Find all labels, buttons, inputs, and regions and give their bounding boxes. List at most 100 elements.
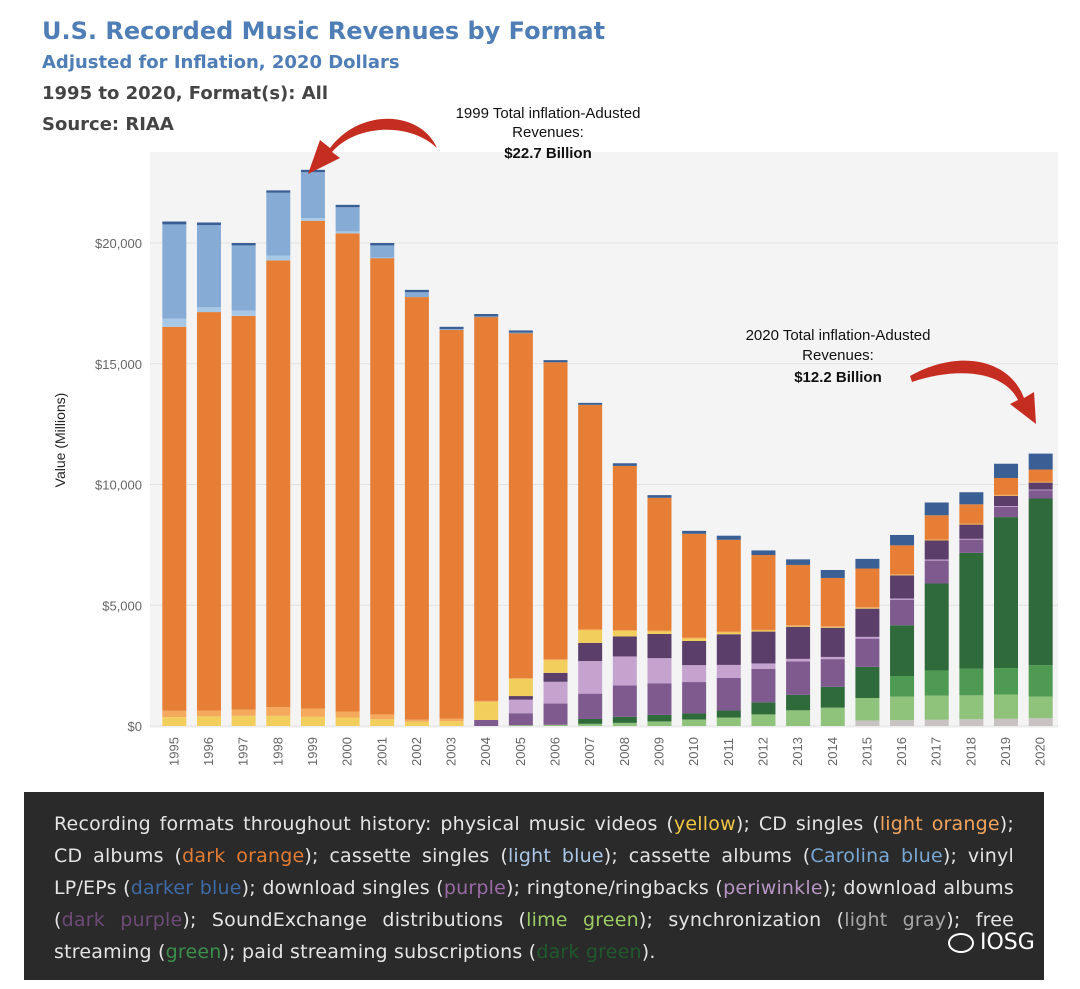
legend-text-6: ); vinyl LP/EPs (	[54, 845, 1014, 899]
bar-2013	[786, 559, 811, 726]
bar-segment-vinyl-lp-eps-2018	[959, 492, 984, 505]
annotation-1999: 1999 Total inflation-Adusted Revenues: $…	[308, 105, 640, 174]
bar-segment-cassette-albums-1999	[300, 172, 325, 219]
bar-segment-cd-singles-2014	[820, 626, 845, 628]
bar-segment-soundexchange-distributions-2020	[1028, 696, 1053, 719]
bar-segment-synchronization-2019	[994, 718, 1019, 726]
x-axis: 1995 1996 1997 1998 1999 2000 2001 2002 2003 2004…	[166, 737, 1047, 766]
bar-2014	[820, 569, 845, 726]
bar-segment-download-singles-2012	[751, 668, 776, 703]
bar-segment-cassette-albums-2002	[404, 292, 429, 298]
bar-segment-cd-albums-1998	[266, 260, 291, 708]
bar-segment-cd-albums-1995	[162, 326, 187, 711]
bar-segment-vinyl-lp-eps-1996	[196, 222, 221, 226]
annotation-1999-line1: 1999 Total inflation-Adusted	[456, 105, 641, 122]
bar-segment-soundexchange-distributions-2016	[890, 696, 915, 721]
x-tick-label: 2007	[582, 737, 597, 766]
bar-segment-paid-streaming-subscriptions-2014	[820, 686, 845, 708]
bar-segment-download-albums-2007	[578, 642, 603, 662]
bar-2020	[1028, 453, 1053, 726]
bar-segment-free-streaming-2020	[1028, 665, 1053, 697]
bar-segment-cassette-albums-2001	[370, 245, 395, 258]
annotation-2020-line2: Revenues:	[802, 347, 874, 364]
bar-segment-physical-music-videos-2011	[716, 631, 741, 635]
bar-segment-vinyl-lp-eps-2012	[751, 550, 776, 556]
bar-segment-download-albums-2006	[543, 672, 568, 682]
bar-segment-cd-singles-2007	[578, 629, 603, 631]
bar-segment-download-singles-2019	[994, 506, 1019, 518]
x-tick-label: 1998	[270, 737, 285, 766]
legend-color-lime-green: lime green	[526, 909, 639, 931]
bar-segment-paid-streaming-subscriptions-2016	[890, 625, 915, 677]
bar-segment-cd-albums-2020	[1028, 469, 1053, 482]
bar-segment-physical-music-videos-2005	[508, 678, 533, 697]
bar-segment-cd-albums-2010	[682, 533, 707, 638]
bar-segment-cassette-albums-2000	[335, 207, 360, 232]
bar-segment-cd-singles-2016	[890, 574, 915, 576]
bar-segment-cassette-singles-1999	[300, 218, 325, 221]
bar-segment-cassette-singles-2000	[335, 231, 360, 234]
bar-segment-ringtone-ringbacks-2014	[820, 656, 845, 660]
bar-segment-soundexchange-distributions-2011	[716, 717, 741, 726]
x-tick-label: 2003	[444, 737, 459, 766]
legend-color-darker-blue: darker blue	[130, 877, 242, 899]
bar-segment-ringtone-ringbacks-2015	[855, 636, 880, 639]
bar-segment-vinyl-lp-eps-2015	[855, 558, 880, 569]
bar-segment-download-singles-2010	[682, 682, 707, 714]
bar-segment-cd-albums-2012	[751, 555, 776, 630]
bar-segment-cd-singles-2012	[751, 629, 776, 631]
bar-segment-cassette-albums-2004	[474, 316, 499, 318]
bar-segment-paid-streaming-subscriptions-2018	[959, 552, 984, 669]
bar-segment-vinyl-lp-eps-2020	[1028, 453, 1053, 470]
legend-color-dark-green: dark green	[536, 941, 642, 963]
bar-2015	[855, 558, 880, 726]
bar-segment-cassette-albums-1995	[162, 224, 187, 319]
x-tick-label: 2004	[478, 737, 493, 766]
y-tick-label: $10,000	[95, 478, 142, 493]
x-tick-label: 1996	[201, 737, 216, 766]
x-tick-label: 1997	[236, 737, 251, 766]
bar-segment-cassette-albums-1996	[196, 225, 221, 308]
bar-segment-paid-streaming-subscriptions-2008	[612, 716, 637, 723]
bar-segment-paid-streaming-subscriptions-2015	[855, 666, 880, 698]
bar-segment-ringtone-ringbacks-2020	[1028, 489, 1053, 491]
bar-segment-ringtone-ringbacks-2017	[924, 559, 949, 561]
bar-segment-physical-music-videos-1997	[231, 715, 256, 726]
chart-header: U.S. Recorded Music Revenues by Format A…	[42, 14, 605, 140]
bar-segment-vinyl-lp-eps-2009	[647, 495, 672, 498]
bar-segment-physical-music-videos-2014	[820, 626, 845, 628]
bar-segment-soundexchange-distributions-2008	[612, 722, 637, 726]
bar-segment-cd-albums-2007	[578, 404, 603, 630]
bar-segment-ringtone-ringbacks-2006	[543, 681, 568, 704]
chart-range: 1995 to 2020, Format(s): All	[42, 83, 329, 104]
bar-segment-cd-albums-2018	[959, 504, 984, 524]
bar-segment-ringtone-ringbacks-2019	[994, 506, 1019, 507]
bar-segment-download-singles-2017	[924, 560, 949, 584]
chart-source: Source: RIAA	[42, 114, 174, 135]
bar-segment-paid-streaming-subscriptions-2019	[994, 517, 1019, 669]
bar-segment-paid-streaming-subscriptions-2009	[647, 714, 672, 722]
bar-segment-download-albums-2014	[820, 627, 845, 657]
x-tick-label: 2000	[340, 737, 355, 766]
bar-segment-free-streaming-2019	[994, 668, 1019, 695]
bar-1995	[162, 221, 187, 726]
bar-1999	[300, 169, 325, 726]
bar-segment-download-singles-2015	[855, 638, 880, 667]
bar-segment-download-albums-2015	[855, 608, 880, 637]
bar-segment-cd-albums-2000	[335, 233, 360, 712]
bar-segment-cd-singles-1999	[300, 708, 325, 717]
bar-segment-vinyl-lp-eps-1997	[231, 243, 256, 246]
bar-segment-vinyl-lp-eps-2004	[474, 314, 499, 317]
bar-2011	[716, 535, 741, 726]
x-tick-label: 2008	[617, 737, 632, 766]
annotation-2020-value: $12.2 Billion	[794, 369, 882, 386]
bar-segment-cd-albums-2013	[786, 564, 811, 626]
bar-segment-vinyl-lp-eps-2019	[994, 463, 1019, 478]
bar-segment-ringtone-ringbacks-2011	[716, 664, 741, 678]
legend-text-13: ); paid streaming subscriptions (	[221, 941, 537, 963]
bar-segment-physical-music-videos-1995	[162, 717, 187, 726]
bar-segment-vinyl-lp-eps-2017	[924, 502, 949, 516]
bar-2012	[751, 550, 776, 726]
legend-text-11: ); synchronization (	[638, 909, 845, 931]
arrow-2020-icon	[910, 360, 1036, 424]
